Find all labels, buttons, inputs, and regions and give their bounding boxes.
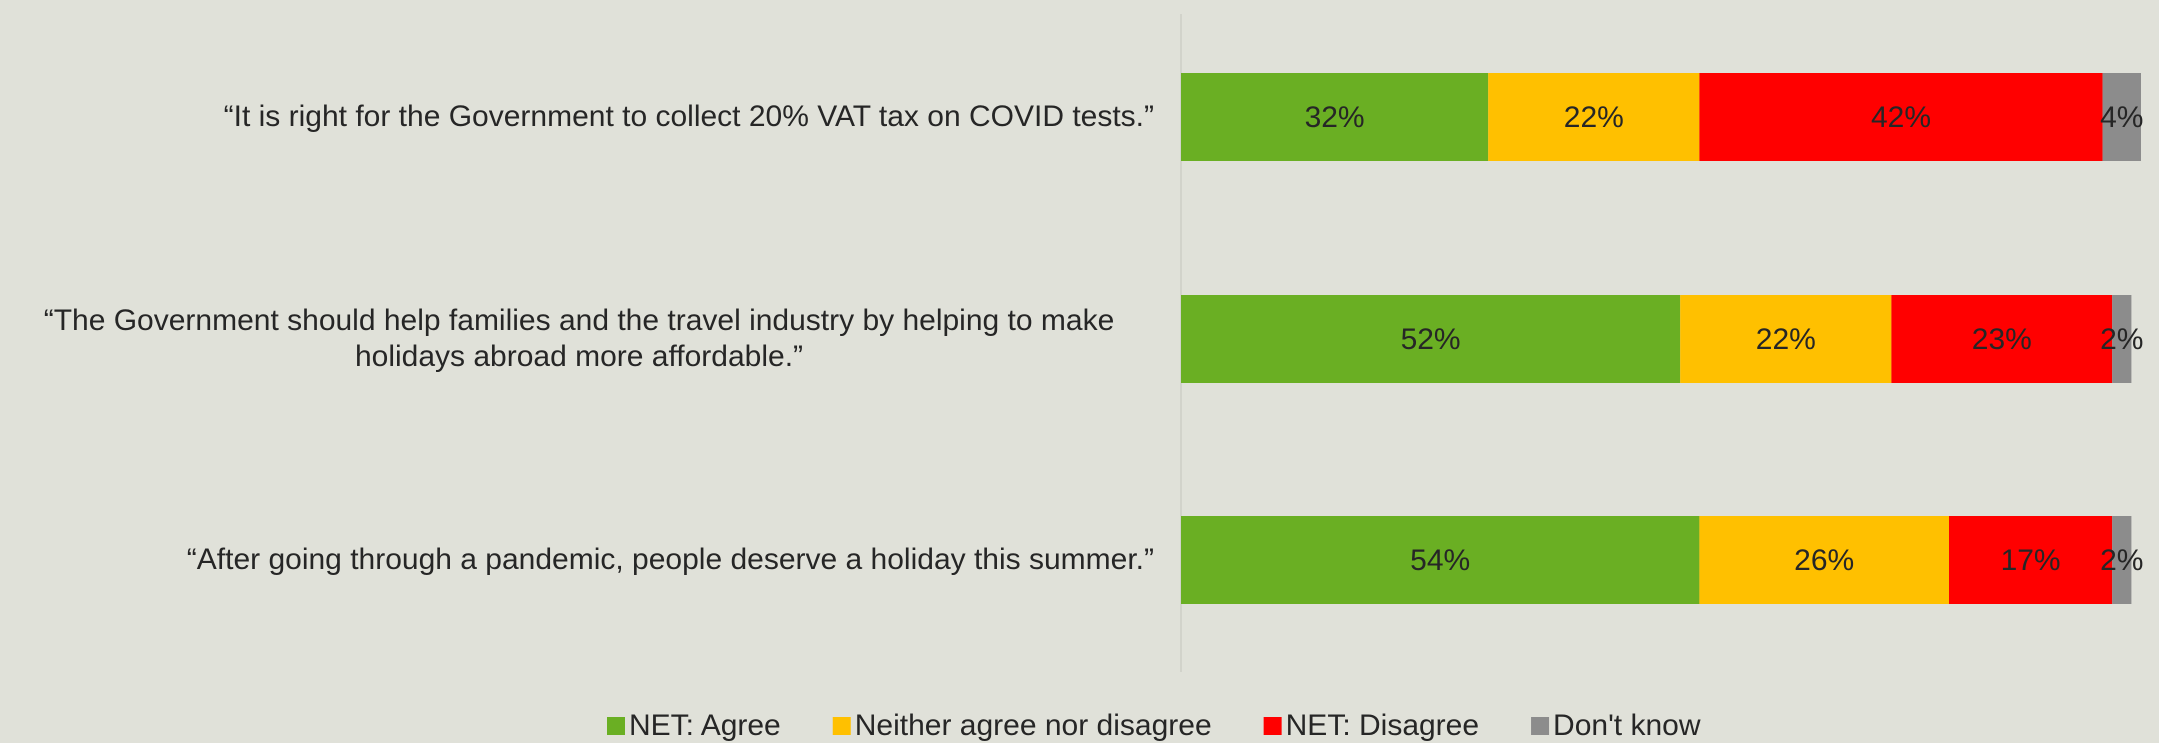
legend-label: Neither agree nor disagree: [855, 709, 1212, 742]
bar-segment: [1181, 73, 1489, 161]
category-label: “The Government should help families and…: [4, 289, 1154, 389]
legend-label: Don't know: [1553, 709, 1701, 742]
data-label: 52%: [1401, 323, 1461, 356]
data-label: 54%: [1410, 544, 1470, 577]
category-text: “The Government should help families and…: [43, 304, 1115, 373]
data-label: 2%: [2100, 323, 2143, 356]
bar-segment: [1488, 73, 1700, 161]
data-label: 22%: [1564, 101, 1624, 134]
legend-swatch: [1531, 717, 1550, 735]
category-text: “After going through a pandemic, people …: [186, 543, 1154, 576]
legend-label: NET: Disagree: [1286, 709, 1479, 742]
legend-swatch: [1263, 717, 1282, 735]
bar-segment: [1891, 295, 2113, 383]
data-label: 17%: [2001, 544, 2061, 577]
bar-segment: [1680, 295, 1892, 383]
legend-label: NET: Agree: [629, 709, 781, 742]
bar-segment: [2112, 516, 2132, 604]
bar-segment: [1181, 516, 1700, 604]
bar-segment: [1181, 295, 1681, 383]
category-text: “It is right for the Government to colle…: [223, 100, 1154, 133]
data-label: 32%: [1305, 101, 1365, 134]
category-label: “It is right for the Government to colle…: [4, 67, 1154, 167]
bar-segment: [1949, 516, 2113, 604]
category-label: “After going through a pandemic, people …: [4, 510, 1154, 610]
legend-swatch: [832, 717, 851, 735]
data-label: 23%: [1972, 323, 2032, 356]
bar-segment: [1699, 73, 2103, 161]
bar-segment: [2112, 295, 2132, 383]
legend-swatch: [607, 717, 625, 735]
data-label: 4%: [2100, 101, 2143, 134]
data-label: 42%: [1871, 101, 1931, 134]
bar-segment: [2102, 73, 2141, 161]
bar-segment: [1699, 516, 1949, 604]
data-label: 22%: [1756, 323, 1816, 356]
data-label: 26%: [1794, 544, 1854, 577]
data-label: 2%: [2100, 544, 2143, 577]
